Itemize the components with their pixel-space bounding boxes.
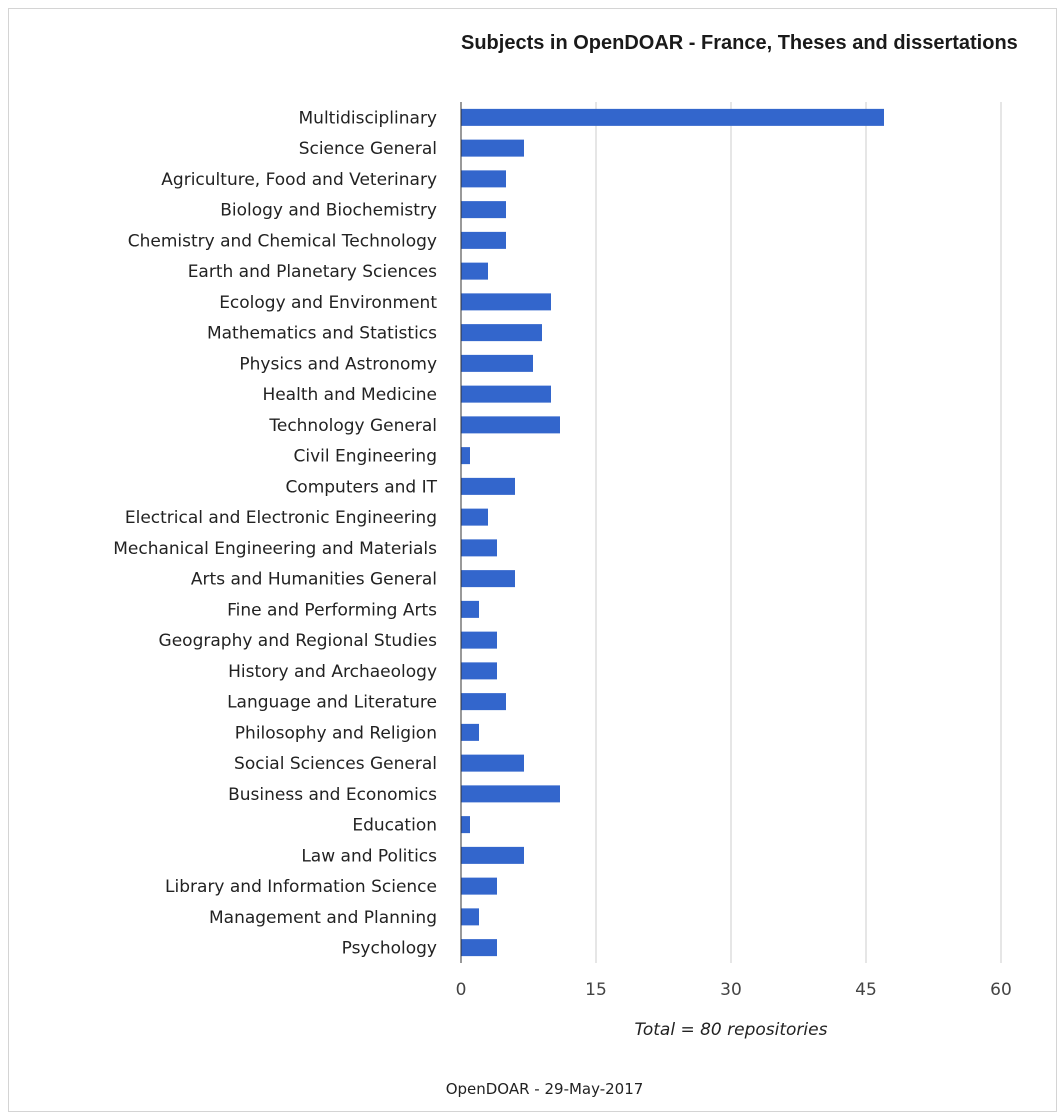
category-label-11: Civil Engineering: [293, 447, 437, 467]
bar-13: [461, 508, 488, 526]
bar-9: [461, 385, 551, 403]
bar-4: [461, 231, 506, 249]
bar-26: [461, 908, 479, 926]
x-axis-title: Total = 80 repositories: [635, 1020, 828, 1040]
bar-16: [461, 600, 479, 618]
bar-12: [461, 477, 515, 495]
chart-title: Subjects in OpenDOAR - France, Theses an…: [461, 32, 1018, 54]
category-label-5: Earth and Planetary Sciences: [188, 262, 437, 282]
bar-25: [461, 877, 497, 895]
category-label-19: Language and Literature: [227, 693, 437, 713]
category-label-22: Business and Economics: [228, 785, 437, 805]
x-tick-label-30: 30: [720, 980, 742, 1000]
bar-14: [461, 539, 497, 557]
x-tick-label-15: 15: [585, 980, 607, 1000]
bar-6: [461, 293, 551, 311]
chart-frame: [8, 8, 1057, 1112]
category-label-13: Electrical and Electronic Engineering: [125, 508, 437, 528]
category-label-3: Biology and Biochemistry: [220, 201, 437, 221]
x-tick-label-0: 0: [456, 980, 467, 1000]
category-label-6: Ecology and Environment: [219, 293, 437, 313]
category-label-21: Social Sciences General: [234, 754, 437, 774]
footer-credit: OpenDOAR - 29-May-2017: [0, 1080, 1063, 1098]
bar-19: [461, 693, 506, 711]
bar-22: [461, 785, 560, 803]
bar-27: [461, 939, 497, 957]
bar-3: [461, 201, 506, 219]
category-label-24: Law and Politics: [301, 846, 437, 866]
bar-7: [461, 324, 542, 342]
bar-18: [461, 662, 497, 680]
bar-21: [461, 754, 524, 772]
category-label-27: Psychology: [342, 939, 437, 959]
bar-20: [461, 723, 479, 741]
category-label-12: Computers and IT: [285, 477, 437, 497]
bar-1: [461, 139, 524, 157]
category-label-20: Philosophy and Religion: [235, 723, 437, 743]
category-label-17: Geography and Regional Studies: [159, 631, 438, 651]
bar-24: [461, 846, 524, 864]
x-tick-label-45: 45: [855, 980, 877, 1000]
category-label-2: Agriculture, Food and Veterinary: [161, 170, 437, 190]
category-label-18: History and Archaeology: [228, 662, 437, 682]
category-label-0: Multidisciplinary: [299, 108, 437, 128]
category-label-14: Mechanical Engineering and Materials: [113, 539, 437, 559]
bar-15: [461, 570, 515, 588]
bar-2: [461, 170, 506, 188]
bar-0: [461, 108, 884, 126]
x-tick-label-60: 60: [990, 980, 1012, 1000]
category-label-25: Library and Information Science: [165, 877, 437, 897]
bar-23: [461, 816, 470, 834]
bar-8: [461, 354, 533, 372]
category-label-4: Chemistry and Chemical Technology: [128, 231, 437, 251]
bar-5: [461, 262, 488, 280]
footer-text: OpenDOAR - 29-May-2017: [445, 1080, 644, 1098]
category-label-16: Fine and Performing Arts: [227, 600, 437, 620]
category-label-15: Arts and Humanities General: [191, 570, 437, 590]
category-label-1: Science General: [299, 139, 437, 159]
category-label-8: Physics and Astronomy: [239, 354, 437, 374]
bar-11: [461, 447, 470, 465]
category-label-23: Education: [352, 816, 437, 836]
category-label-26: Management and Planning: [209, 908, 437, 928]
category-label-9: Health and Medicine: [262, 385, 437, 405]
category-label-10: Technology General: [268, 416, 437, 436]
category-label-7: Mathematics and Statistics: [207, 324, 437, 344]
bar-10: [461, 416, 560, 434]
bar-17: [461, 631, 497, 649]
